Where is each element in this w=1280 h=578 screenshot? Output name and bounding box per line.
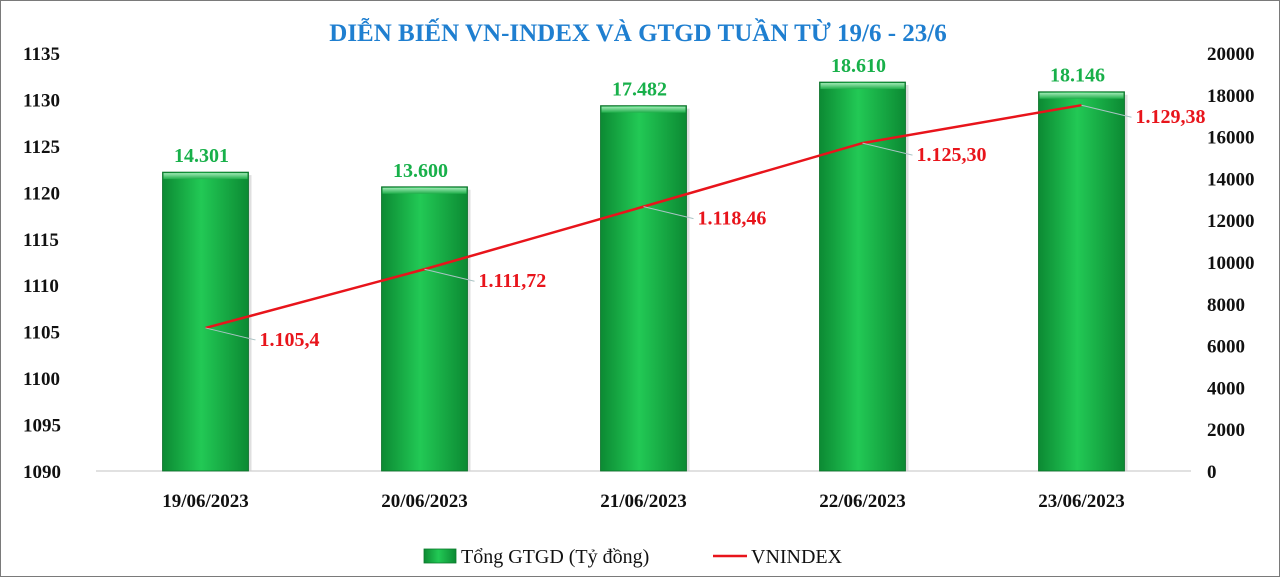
bar-data-labels: 14.301 13.600 17.482 18.610 18.146 xyxy=(174,55,1105,182)
left-tick-label: 1100 xyxy=(23,369,60,390)
label-leader xyxy=(1081,104,1132,118)
line-data-label: 1.118,46 xyxy=(698,208,767,230)
right-tick-label: 18000 xyxy=(1207,86,1255,107)
category-labels: 19/06/2023 20/06/2023 21/06/2023 22/06/2023… xyxy=(162,491,1125,512)
bar xyxy=(1038,91,1125,472)
right-tick-label: 0 xyxy=(1207,462,1217,483)
right-tick-label: 8000 xyxy=(1207,295,1245,316)
bar-top-bevel xyxy=(1039,92,1124,99)
category-label: 23/06/2023 xyxy=(1038,491,1125,512)
category-label: 19/06/2023 xyxy=(162,491,249,512)
category-label: 20/06/2023 xyxy=(381,491,468,512)
left-tick-label: 1105 xyxy=(23,323,60,344)
bar-top-bevel xyxy=(601,106,686,113)
bar xyxy=(381,186,468,472)
left-tick-label: 1110 xyxy=(23,276,59,297)
bar-data-label: 14.301 xyxy=(174,145,229,167)
right-tick-label: 16000 xyxy=(1207,128,1255,149)
right-tick-label: 20000 xyxy=(1207,44,1255,65)
left-tick-label: 1090 xyxy=(23,462,61,483)
bar xyxy=(819,81,906,472)
label-leader xyxy=(424,268,475,282)
right-tick-label: 12000 xyxy=(1207,211,1255,232)
legend-label-bar: Tổng GTGD (Tỷ đồng) xyxy=(461,546,649,568)
bars-series xyxy=(162,81,1128,472)
label-leader xyxy=(643,206,694,220)
bar-data-label: 18.146 xyxy=(1050,65,1105,87)
label-leader xyxy=(862,142,913,156)
legend-label-line: VNINDEX xyxy=(751,546,843,568)
line-data-labels: 1.105,4 1.111,72 1.118,46 1.125,30 1.129,38 xyxy=(205,104,1206,351)
chart-title: DIỄN BIẾN VN-INDEX VÀ GTGD TUẦN TỪ 19/6 … xyxy=(329,18,946,47)
bar-top-bevel xyxy=(163,173,248,180)
bar-data-label: 18.610 xyxy=(831,55,886,77)
label-leader xyxy=(205,327,256,341)
left-tick-label: 1130 xyxy=(23,90,60,111)
category-label: 22/06/2023 xyxy=(819,491,906,512)
line-data-label: 1.125,30 xyxy=(917,144,987,166)
right-tick-label: 2000 xyxy=(1207,420,1245,441)
bar xyxy=(162,171,249,472)
left-tick-label: 1125 xyxy=(23,137,60,158)
line-data-label: 1.105,4 xyxy=(260,329,320,351)
bar-data-label: 13.600 xyxy=(393,160,448,182)
bar-top-bevel xyxy=(820,83,905,90)
line-data-label: 1.129,38 xyxy=(1136,106,1206,128)
right-tick-label: 10000 xyxy=(1207,253,1255,274)
bar xyxy=(600,105,687,472)
right-tick-label: 14000 xyxy=(1207,169,1255,190)
left-tick-label: 1095 xyxy=(23,416,61,437)
left-tick-label: 1120 xyxy=(23,183,60,204)
category-label: 21/06/2023 xyxy=(600,491,687,512)
legend-swatch-bar xyxy=(423,548,457,564)
right-tick-label: 4000 xyxy=(1207,378,1245,399)
right-tick-label: 6000 xyxy=(1207,337,1245,358)
left-tick-label: 1115 xyxy=(23,230,59,251)
left-tick-label: 1135 xyxy=(23,44,60,65)
legend: Tổng GTGD (Tỷ đồng) VNINDEX xyxy=(423,546,843,568)
bar-data-label: 17.482 xyxy=(612,79,667,101)
right-axis: 0 2000 4000 6000 8000 10000 12000 14000 16000 180… xyxy=(1207,44,1255,483)
bar-top-bevel xyxy=(382,187,467,194)
left-axis: 1090 1095 1100 1105 1110 1115 1120 1125 1130 1135 xyxy=(23,44,61,483)
line-data-label: 1.111,72 xyxy=(479,270,547,292)
